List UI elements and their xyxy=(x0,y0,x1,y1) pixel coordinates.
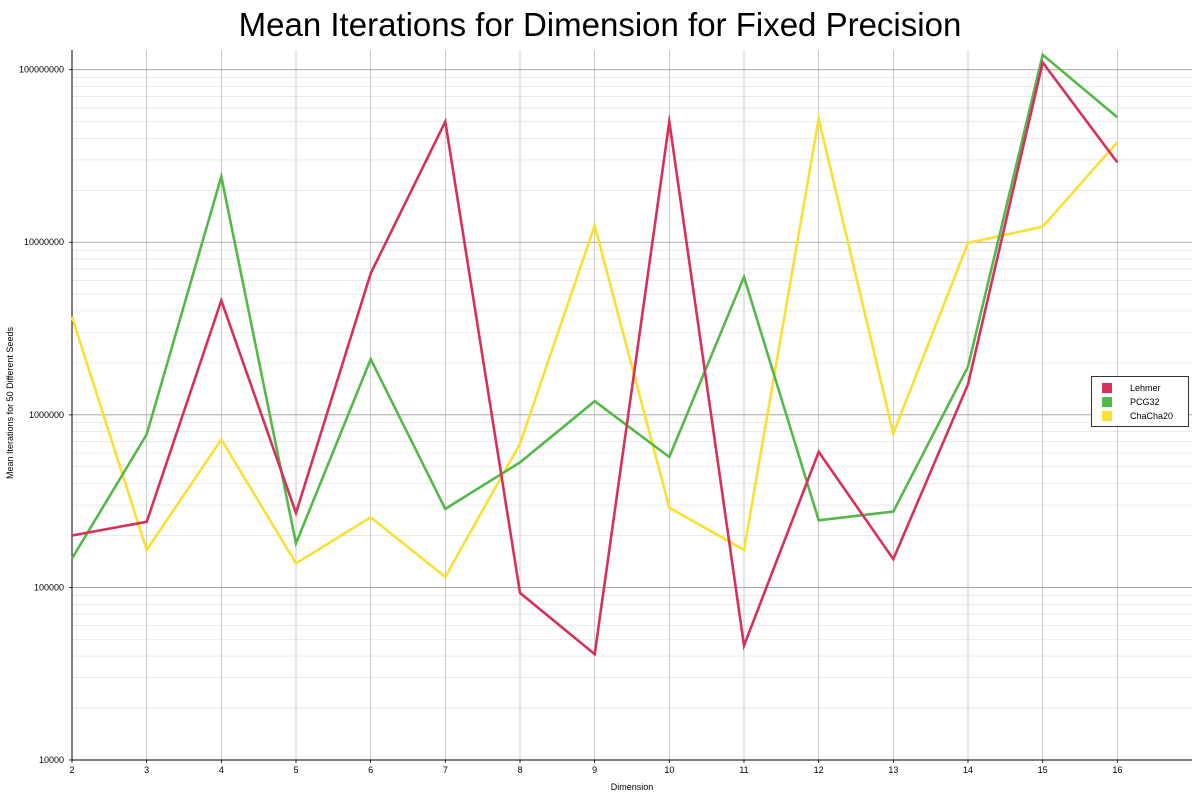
x-tick-label: 6 xyxy=(368,765,373,775)
x-tick-label: 16 xyxy=(1112,765,1122,775)
legend-item-chacha20[interactable]: ChaCha20 xyxy=(1092,409,1188,423)
legend-item-lehmer[interactable]: Lehmer xyxy=(1092,381,1188,395)
x-tick-label: 3 xyxy=(144,765,149,775)
y-tick-label: 10000000 xyxy=(24,237,64,247)
chart-title: Mean Iterations for Dimension for Fixed … xyxy=(238,6,962,43)
y-tick-label: 1000000 xyxy=(29,410,64,420)
y-axis-label: Mean Iterations for 50 Different Seeds xyxy=(5,327,15,479)
x-tick-label: 11 xyxy=(739,765,748,775)
x-tick-label: 5 xyxy=(293,765,298,775)
x-tick-label: 9 xyxy=(592,765,597,775)
legend-label-lehmer: Lehmer xyxy=(1130,383,1161,393)
series-line-pcg32 xyxy=(70,52,1119,560)
axis-layer xyxy=(69,50,1192,763)
x-tick-label: 14 xyxy=(963,765,973,775)
x-tick-label: 10 xyxy=(664,765,674,775)
x-tick-label: 4 xyxy=(219,765,224,775)
y-tick-label: 100000 xyxy=(34,582,64,592)
x-tick-label: 12 xyxy=(814,765,824,775)
x-tick-label: 13 xyxy=(888,765,898,775)
legend-label-pcg32: PCG32 xyxy=(1130,397,1160,407)
x-axis-label: Dimension xyxy=(610,782,654,792)
legend-label-chacha20: ChaCha20 xyxy=(1130,411,1174,421)
x-tick-label: 8 xyxy=(517,765,522,775)
x-tick-label: 15 xyxy=(1038,765,1048,775)
x-tick-label: 7 xyxy=(443,765,448,775)
series-layer xyxy=(70,52,1119,657)
legend: Lehmer PCG32 ChaCha20 xyxy=(1091,376,1189,427)
legend-swatch-pcg32 xyxy=(1102,397,1112,407)
tick-label-layer: 2 3 4 5 6 7 8 9 10 11 12 13 14 15 16 10000 100000 1000000… xyxy=(19,65,1122,775)
grid-layer xyxy=(72,50,1192,761)
series-line-chacha20 xyxy=(70,112,1119,579)
x-tick-label: 2 xyxy=(69,765,74,775)
legend-swatch-lehmer xyxy=(1102,383,1112,393)
y-tick-label: 10000 xyxy=(39,755,64,765)
y-tick-label: 100000000 xyxy=(19,65,64,75)
legend-item-pcg32[interactable]: PCG32 xyxy=(1092,395,1188,409)
series-line-lehmer xyxy=(71,59,1119,657)
legend-swatch-chacha20 xyxy=(1102,411,1112,421)
